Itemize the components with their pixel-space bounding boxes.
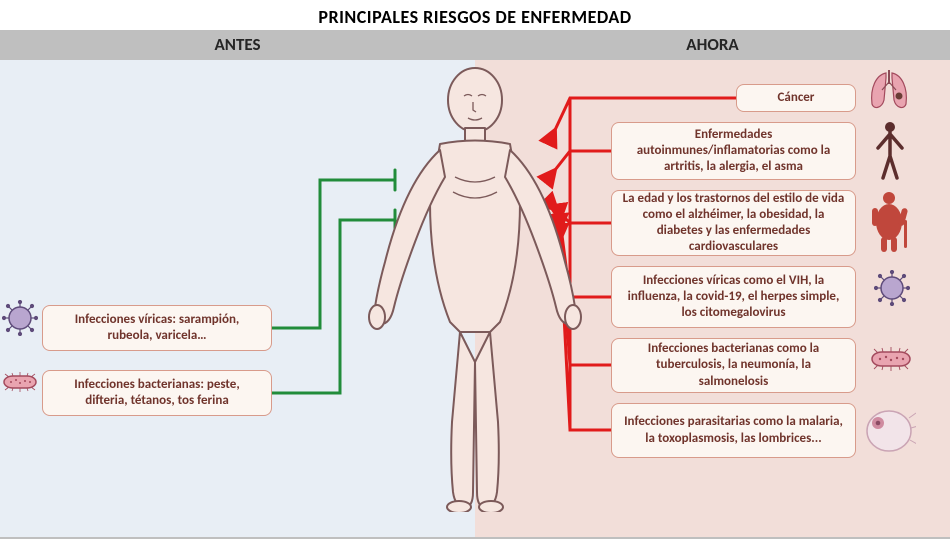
box-now-parasitic-text: Infecciones parasitarias como la malaria… bbox=[622, 414, 845, 447]
panel-now: Cáncer Enfermedades autoinmunes/inflamat… bbox=[475, 60, 950, 539]
box-now-viral-text: Infecciones víricas como el VIH, la infl… bbox=[622, 273, 845, 322]
header-now: AHORA bbox=[475, 30, 950, 60]
main-title: PRINCIPALES RIESGOS DE ENFERMEDAD bbox=[0, 0, 950, 30]
box-now-lifestyle-text: La edad y los trastornos del estilo de v… bbox=[622, 191, 845, 256]
box-before-viral-text: Infecciones víricas: sarampión, rubeola,… bbox=[53, 312, 261, 345]
panel-before: Infecciones víricas: sarampión, rubeola,… bbox=[0, 60, 475, 539]
box-now-cancer-text: Cáncer bbox=[778, 90, 815, 106]
parasite-cell-icon bbox=[862, 406, 916, 456]
box-before-viral: Infecciones víricas: sarampión, rubeola,… bbox=[42, 305, 272, 351]
lungs-icon bbox=[864, 70, 914, 112]
bacteria-rod-icon bbox=[0, 370, 40, 394]
box-now-bacterial: Infecciones bacterianas como la tubercul… bbox=[611, 338, 856, 393]
box-now-cancer: Cáncer bbox=[736, 84, 856, 112]
panels-container: Infecciones víricas: sarampión, rubeola,… bbox=[0, 60, 950, 539]
box-now-autoimmune-text: Enfermedades autoinmunes/inflamatorias c… bbox=[622, 127, 845, 176]
left-connectors bbox=[0, 60, 475, 539]
box-before-bacterial-text: Infecciones bacterianas: peste, difteria… bbox=[53, 377, 261, 410]
box-now-viral: Infecciones víricas como el VIH, la infl… bbox=[611, 266, 856, 328]
box-before-bacterial: Infecciones bacterianas: peste, difteria… bbox=[42, 370, 272, 416]
box-now-autoimmune: Enfermedades autoinmunes/inflamatorias c… bbox=[611, 122, 856, 180]
box-now-bacterial-text: Infecciones bacterianas como la tubercul… bbox=[622, 341, 845, 390]
box-now-parasitic: Infecciones parasitarias como la malaria… bbox=[611, 403, 856, 458]
thin-human-icon bbox=[870, 120, 910, 180]
column-headers: ANTES AHORA bbox=[0, 30, 950, 60]
box-now-lifestyle: La edad y los trastornos del estilo de v… bbox=[611, 190, 856, 256]
header-before: ANTES bbox=[0, 30, 475, 60]
virus-icon bbox=[2, 300, 38, 336]
virus-icon bbox=[874, 270, 910, 306]
obese-human-icon bbox=[864, 190, 914, 254]
bacteria-rod-icon bbox=[868, 346, 914, 372]
